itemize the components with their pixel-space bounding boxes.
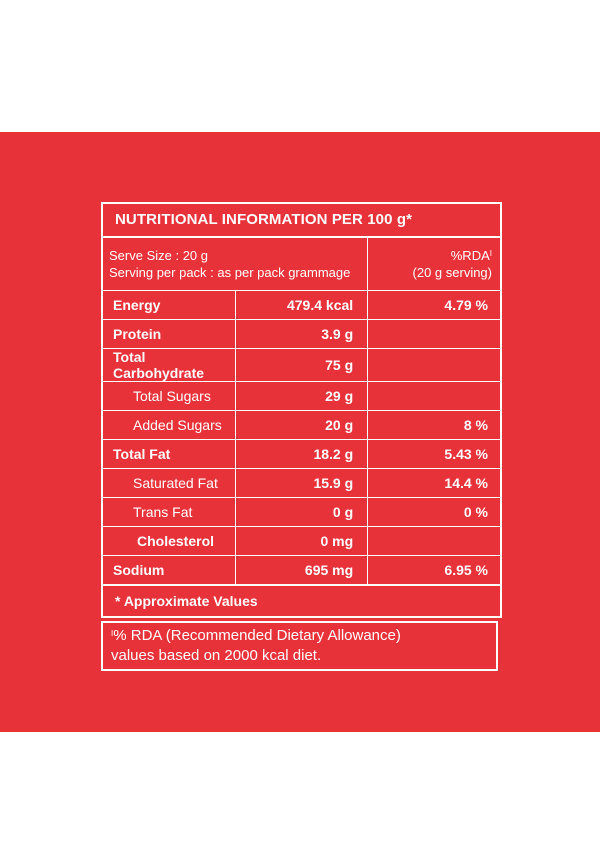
- nutrient-rda: [367, 348, 500, 382]
- approximate-values-note: * Approximate Values: [103, 585, 500, 616]
- serve-size: Serve Size : 20 g: [109, 248, 208, 263]
- nutrient-name: Energy: [103, 290, 236, 320]
- table-row: Cholesterol 0 mg: [103, 526, 500, 556]
- rda-footnote-line2: values based on 2000 kcal diet.: [111, 647, 322, 664]
- nutrient-name: Cholesterol: [103, 526, 236, 556]
- nutrient-amount: 479.4 kcal: [234, 290, 369, 320]
- table-row: Energy 479.4 kcal 4.79 %: [103, 290, 500, 320]
- nutrient-amount: 29 g: [234, 381, 369, 411]
- nutrient-rda: 8 %: [367, 410, 500, 440]
- serving-info-row: Serve Size : 20 g Serving per pack : as …: [103, 238, 500, 291]
- footnote-text-1: % RDA (Recommended Dietary Allowance): [113, 627, 401, 644]
- nutrient-name: Total Carbohydrate: [103, 348, 236, 382]
- nutrient-rda: 6.95 %: [367, 555, 500, 585]
- table-row: Protein 3.9 g: [103, 319, 500, 349]
- footnote-mark: I: [111, 629, 114, 638]
- table-row: Saturated Fat 15.9 g 14.4 %: [103, 468, 500, 498]
- nutrient-rda: 14.4 %: [367, 468, 500, 498]
- nutrient-amount: 15.9 g: [234, 468, 369, 498]
- nutrient-rda: 4.79 %: [367, 290, 500, 320]
- rda-mark: I: [489, 249, 492, 258]
- nutrient-name: Total Sugars: [103, 381, 236, 411]
- nutrient-rda: 5.43 %: [367, 439, 500, 469]
- nutrient-name: Protein: [103, 319, 236, 349]
- nutrient-rda: [367, 381, 500, 411]
- rda-header: %RDA: [450, 248, 490, 263]
- rda-footnote-box: I% RDA (Recommended Dietary Allowance) v…: [101, 621, 498, 671]
- nutrient-name: Trans Fat: [103, 497, 236, 527]
- nutrient-amount: 0 mg: [234, 526, 369, 556]
- nutrient-amount: 75 g: [234, 348, 369, 382]
- table-row: Added Sugars 20 g 8 %: [103, 410, 500, 440]
- nutrition-title: NUTRITIONAL INFORMATION PER 100 g*: [103, 204, 500, 238]
- nutrient-rda: [367, 319, 500, 349]
- nutrition-panel: NUTRITIONAL INFORMATION PER 100 g* Serve…: [101, 202, 502, 618]
- table-row: Total Carbohydrate 75 g: [103, 348, 500, 382]
- nutrient-name: Added Sugars: [103, 410, 236, 440]
- serving-per-pack: Serving per pack : as per pack grammage: [109, 265, 351, 280]
- nutrient-amount: 18.2 g: [234, 439, 369, 469]
- nutrient-rda: 0 %: [367, 497, 500, 527]
- rda-serving: (20 g serving): [412, 265, 492, 280]
- nutrient-name: Sodium: [103, 555, 236, 585]
- nutrient-amount: 0 g: [234, 497, 369, 527]
- table-row: Sodium 695 mg 6.95 %: [103, 555, 500, 585]
- nutrient-name: Total Fat: [103, 439, 236, 469]
- rda-footnote-line1: I% RDA (Recommended Dietary Allowance): [111, 626, 496, 646]
- nutrient-amount: 3.9 g: [234, 319, 369, 349]
- nutrient-amount: 695 mg: [234, 555, 369, 585]
- nutrient-name: Saturated Fat: [103, 468, 236, 498]
- table-row: Total Fat 18.2 g 5.43 %: [103, 439, 500, 469]
- serving-info-cell: Serve Size : 20 g Serving per pack : as …: [103, 238, 369, 291]
- table-row: Trans Fat 0 g 0 %: [103, 497, 500, 527]
- rda-header-cell: %RDAI (20 g serving): [367, 238, 500, 291]
- nutrient-amount: 20 g: [234, 410, 369, 440]
- table-row: Total Sugars 29 g: [103, 381, 500, 411]
- nutrient-rda: [367, 526, 500, 556]
- nutrition-table: Serve Size : 20 g Serving per pack : as …: [103, 238, 500, 585]
